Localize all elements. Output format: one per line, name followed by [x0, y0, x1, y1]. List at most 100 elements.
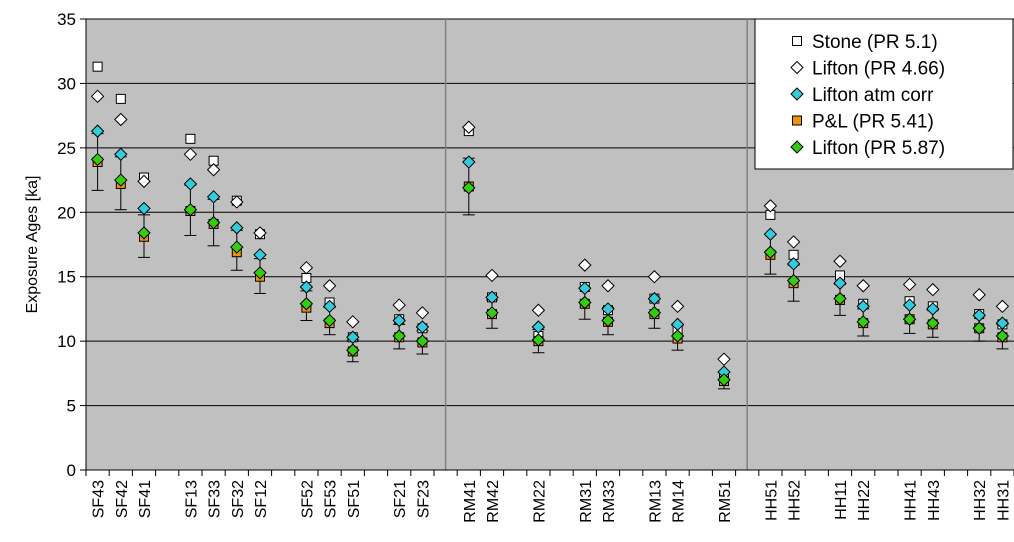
- point-lifton-atm-corr-sf12: [253, 248, 267, 262]
- point-lifton-pr-4-66-hh43: [926, 282, 940, 297]
- point-lifton-pr-5-87-hh11: [833, 291, 847, 306]
- y-tick-label-20: 20: [57, 203, 76, 222]
- point-lifton-atm-corr-rm31: [578, 281, 592, 296]
- point-lifton-pr-5-87-rm13: [647, 306, 662, 320]
- point-lifton-pr-5-87-sf32: [230, 240, 244, 254]
- legend-label-p-l-pr-5-41: P&L (PR 5.41): [812, 112, 934, 133]
- point-lifton-pr-4-66-sf43: [90, 89, 105, 104]
- point-lifton-pr-4-66-hh22: [856, 279, 870, 293]
- point-lifton-pr-5-87-sf51: [346, 343, 360, 357]
- point-lifton-atm-corr-sf53: [322, 299, 337, 314]
- point-lifton-pr-5-87-hh32: [972, 321, 986, 335]
- point-lifton-pr-4-66-hh51: [763, 199, 778, 213]
- legend-marker-lifton-atm-corr: [790, 87, 804, 101]
- legend-label-lifton-pr-5-87: Lifton (PR 5.87): [812, 138, 945, 159]
- x-label-hh22: HH22: [856, 480, 873, 521]
- x-label-rm13: RM13: [647, 480, 664, 523]
- x-label-sf43: SF43: [91, 480, 108, 518]
- group-dividers: [444, 19, 748, 470]
- point-lifton-pr-4-66-rm31: [578, 258, 592, 272]
- point-lifton-pr-5-87-sf23: [415, 334, 430, 348]
- x-label-hh52: HH52: [787, 480, 804, 521]
- point-lifton-pr-4-66-rm14: [670, 299, 685, 314]
- point-lifton-pr-4-66-sf53: [322, 279, 337, 293]
- point-lifton-atm-corr-hh22: [856, 299, 870, 314]
- point-stone-pr-5-1-sf13: [185, 133, 196, 144]
- x-label-sf41: SF41: [137, 480, 154, 518]
- y-tick-label-10: 10: [57, 332, 76, 351]
- point-lifton-pr-4-66-sf13: [183, 147, 198, 162]
- y-tick-label-0: 0: [67, 461, 76, 480]
- legend-item-stone-pr-5-1: Stone (PR 5.1): [792, 32, 938, 53]
- y-tick-label-15: 15: [57, 268, 76, 287]
- point-lifton-pr-5-87-hh31: [995, 329, 1010, 343]
- series-lifton-pr-4-66: [90, 89, 1010, 366]
- point-lifton-atm-corr-sf43: [90, 124, 105, 138]
- x-label-sf33: SF33: [207, 480, 224, 518]
- x-label-rm14: RM14: [671, 480, 688, 523]
- data-markers: [90, 61, 1010, 387]
- legend-marker-lifton-pr-4-66: [790, 60, 804, 75]
- legend-item-lifton-pr-5-87: Lifton (PR 5.87): [790, 138, 945, 159]
- x-label-hh41: HH41: [903, 480, 920, 521]
- point-lifton-pr-5-87-rm31: [578, 295, 592, 310]
- y-tick-label-5: 5: [67, 397, 76, 416]
- point-lifton-pr-5-87-sf52: [299, 297, 314, 311]
- legend-item-lifton-atm-corr: Lifton atm corr: [790, 85, 934, 106]
- point-lifton-pr-4-66-hh32: [972, 288, 986, 302]
- x-label-sf52: SF52: [299, 480, 316, 518]
- point-lifton-pr-4-66-sf41: [137, 174, 151, 189]
- point-lifton-pr-4-66-hh41: [902, 277, 917, 292]
- point-lifton-pr-5-87-rm51: [717, 373, 731, 387]
- point-lifton-atm-corr-hh52: [786, 257, 801, 271]
- y-tick-label-35: 35: [57, 10, 76, 29]
- point-lifton-atm-corr-hh51: [763, 227, 778, 241]
- x-axis-category-labels: SF43 SF42 SF41 SF13 SF33 SF32 SF12 SF52 SF53 SF51…: [91, 480, 1013, 523]
- point-lifton-atm-corr-sf52: [299, 280, 314, 294]
- x-label-rm51: RM51: [717, 480, 734, 523]
- point-lifton-pr-4-66-rm13: [647, 270, 662, 284]
- point-lifton-pr-5-87-sf41: [137, 226, 151, 240]
- point-lifton-pr-5-87-sf21: [392, 329, 406, 343]
- point-lifton-atm-corr-sf41: [137, 201, 151, 216]
- x-label-sf42: SF42: [114, 480, 131, 518]
- x-label-rm22: RM22: [531, 480, 548, 523]
- point-lifton-atm-corr-rm22: [531, 320, 546, 334]
- x-label-rm41: RM41: [462, 480, 479, 523]
- point-lifton-pr-4-66-hh11: [833, 254, 847, 268]
- point-lifton-pr-5-87-rm42: [485, 306, 499, 320]
- point-lifton-atm-corr-rm41: [462, 155, 476, 169]
- point-lifton-atm-corr-hh31: [995, 316, 1010, 330]
- point-stone-pr-5-1-sf43: [92, 61, 103, 72]
- x-label-sf51: SF51: [346, 480, 363, 518]
- point-lifton-pr-5-87-sf12: [253, 266, 267, 280]
- point-stone-pr-5-1-sf42: [115, 93, 126, 104]
- point-lifton-pr-5-87-rm14: [670, 329, 685, 343]
- point-lifton-pr-4-66-sf23: [415, 306, 430, 320]
- point-lifton-pr-4-66-rm42: [485, 268, 499, 283]
- point-lifton-atm-corr-sf13: [183, 177, 198, 191]
- point-lifton-atm-corr-hh41: [902, 298, 917, 312]
- legend-marker-p-l-pr-5-41: [792, 115, 802, 126]
- series-lifton-atm-corr: [90, 124, 1010, 379]
- point-lifton-pr-5-87-sf42: [114, 173, 128, 187]
- x-label-hh31: HH31: [995, 480, 1012, 521]
- legend-label-lifton-pr-4-66: Lifton (PR 4.66): [812, 59, 945, 80]
- x-label-sf53: SF53: [323, 480, 340, 518]
- point-lifton-pr-5-87-sf43: [90, 152, 105, 167]
- point-lifton-pr-4-66-sf42: [114, 112, 128, 127]
- y-axis-title: Exposure Ages [ka]: [24, 176, 41, 314]
- point-lifton-pr-5-87-hh22: [856, 315, 870, 329]
- point-lifton-pr-4-66-sf12: [253, 226, 267, 240]
- point-lifton-pr-5-87-hh41: [902, 312, 917, 326]
- point-lifton-pr-4-66-sf51: [346, 315, 360, 329]
- series-lifton-pr-5-87: [90, 152, 1010, 387]
- point-lifton-atm-corr-rm13: [647, 291, 662, 306]
- point-lifton-atm-corr-sf33: [206, 190, 221, 204]
- point-lifton-pr-5-87-rm41: [462, 181, 476, 195]
- x-label-rm42: RM42: [485, 480, 502, 523]
- x-label-sf13: SF13: [183, 480, 200, 518]
- y-axis-ticks: 0 5 10 15 20 25 30 35: [57, 10, 86, 480]
- x-label-sf12: SF12: [253, 480, 270, 518]
